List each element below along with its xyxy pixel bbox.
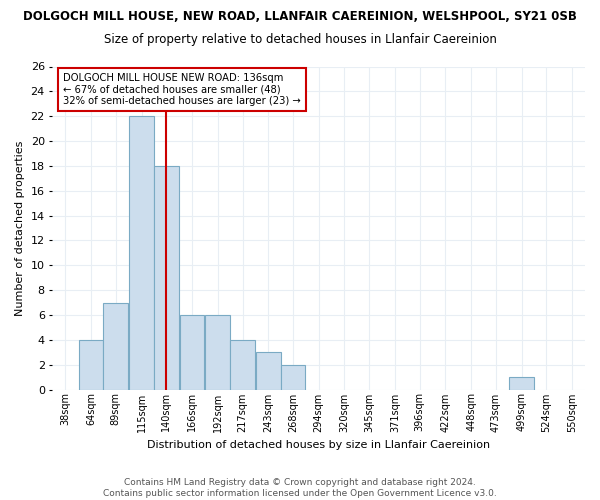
Text: DOLGOCH MILL HOUSE, NEW ROAD, LLANFAIR CAEREINION, WELSHPOOL, SY21 0SB: DOLGOCH MILL HOUSE, NEW ROAD, LLANFAIR C… bbox=[23, 10, 577, 23]
Text: DOLGOCH MILL HOUSE NEW ROAD: 136sqm
← 67% of detached houses are smaller (48)
32: DOLGOCH MILL HOUSE NEW ROAD: 136sqm ← 67… bbox=[63, 73, 301, 106]
Bar bbox=[230, 340, 255, 390]
Bar bbox=[154, 166, 179, 390]
Bar bbox=[281, 364, 305, 390]
Y-axis label: Number of detached properties: Number of detached properties bbox=[15, 140, 25, 316]
Bar bbox=[129, 116, 154, 390]
Bar bbox=[179, 315, 205, 390]
Bar bbox=[509, 377, 534, 390]
Bar bbox=[103, 302, 128, 390]
Text: Size of property relative to detached houses in Llanfair Caereinion: Size of property relative to detached ho… bbox=[104, 32, 496, 46]
X-axis label: Distribution of detached houses by size in Llanfair Caereinion: Distribution of detached houses by size … bbox=[147, 440, 490, 450]
Bar bbox=[205, 315, 230, 390]
Bar bbox=[79, 340, 103, 390]
Text: Contains HM Land Registry data © Crown copyright and database right 2024.
Contai: Contains HM Land Registry data © Crown c… bbox=[103, 478, 497, 498]
Bar bbox=[256, 352, 281, 390]
